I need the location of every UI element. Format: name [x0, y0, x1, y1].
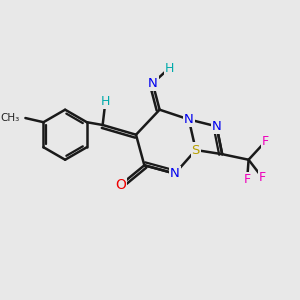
- Text: N: N: [184, 113, 194, 126]
- Text: S: S: [192, 143, 200, 157]
- Text: CH₃: CH₃: [1, 113, 20, 123]
- Text: F: F: [244, 173, 251, 186]
- Text: H: H: [165, 61, 174, 74]
- Text: F: F: [262, 135, 269, 148]
- Text: O: O: [115, 178, 126, 192]
- Text: N: N: [212, 120, 221, 133]
- Text: H: H: [101, 95, 110, 108]
- Text: N: N: [170, 167, 180, 180]
- Text: N: N: [148, 77, 158, 90]
- Text: F: F: [259, 171, 266, 184]
